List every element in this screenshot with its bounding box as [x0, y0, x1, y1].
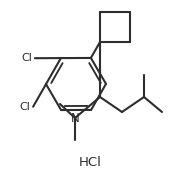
- Text: N: N: [71, 112, 79, 124]
- Text: HCl: HCl: [79, 155, 101, 169]
- Text: Cl: Cl: [19, 102, 30, 112]
- Text: Cl: Cl: [21, 53, 32, 63]
